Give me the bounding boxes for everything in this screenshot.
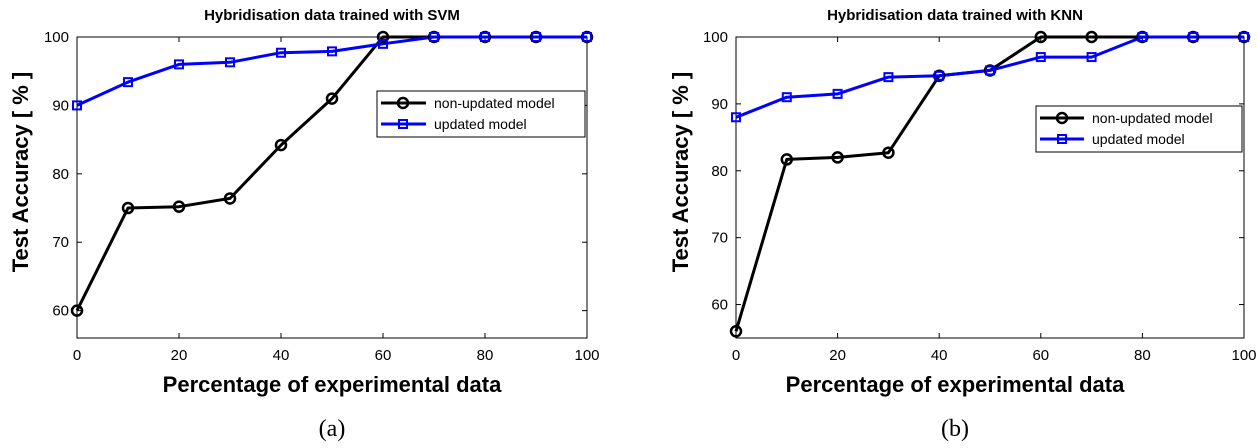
data-point-square (123, 77, 133, 88)
x-tick-label: 20 (829, 347, 846, 364)
chart-title-a: Hybridisation data trained with SVM (204, 7, 460, 24)
y-axis-label-a: Test Accuracy [ % ] (8, 72, 33, 273)
data-point-square (72, 100, 82, 111)
legend-box-b (1035, 105, 1243, 153)
data-point-square (1086, 52, 1097, 63)
y-tick-label: 80 (711, 163, 728, 180)
data-point-square (531, 32, 541, 42)
data-point-square (731, 112, 741, 123)
data-point-square (1239, 32, 1249, 42)
data-point-square (1035, 52, 1046, 63)
legend-box-a (376, 90, 586, 138)
x-tick-label: 20 (171, 347, 188, 364)
x-axis-label-b: Percentage of experimental data (786, 372, 1125, 397)
chart-panel-a: Hybridisation data trained with SVM Test… (8, 7, 600, 442)
series-lines-a (70, 30, 594, 317)
axes-a: 0 20 40 60 80 100 60 70 80 90 100 (44, 29, 600, 364)
x-tick-label: 80 (477, 347, 494, 364)
data-point-circle (223, 192, 237, 205)
x-tick-label: 100 (1231, 347, 1256, 364)
legend-label-updated-a: updated model (434, 116, 527, 132)
data-point-circle (780, 153, 794, 166)
y-tick-label: 80 (52, 166, 69, 183)
data-point-square (832, 88, 843, 99)
series-lines-b (729, 30, 1251, 338)
data-point-square (934, 70, 945, 81)
data-point-square (327, 46, 337, 57)
x-tick-label: 60 (1032, 347, 1049, 364)
data-point-circle (1085, 30, 1098, 44)
data-point-square (883, 72, 894, 83)
series-line-non-updated-model (734, 35, 1244, 332)
series-line-non-updated-model (75, 35, 587, 312)
data-point-circle (376, 30, 390, 44)
y-axis-label-b: Test Accuracy [ % ] (668, 72, 693, 273)
data-point-square (429, 32, 439, 42)
series-line-updated-model (735, 35, 1244, 119)
data-point-circle (882, 146, 895, 159)
chart-panel-b: Hybridisation data trained with KNN Test… (668, 7, 1257, 442)
data-point-circle (121, 201, 135, 215)
panel-caption-a: (a) (319, 416, 346, 442)
legend-label-non-updated-b: non-updated model (1092, 110, 1213, 126)
x-tick-label: 60 (375, 347, 392, 364)
y-tick-label: 60 (52, 303, 69, 320)
x-axis-label-a: Percentage of experimental data (163, 372, 502, 397)
data-point-square (1137, 32, 1148, 42)
y-tick-label: 60 (711, 297, 728, 314)
chart-title-b: Hybridisation data trained with KNN (827, 7, 1083, 24)
plot-area-b (735, 36, 1245, 339)
x-tick-label: 100 (574, 347, 599, 364)
data-point-square (378, 38, 388, 49)
legend-marker-square-b (1057, 134, 1067, 144)
y-tick-label: 70 (52, 234, 69, 251)
data-point-square (781, 92, 792, 103)
legend-label-non-updated-a: non-updated model (434, 95, 555, 111)
x-tick-label: 40 (273, 347, 290, 364)
y-tick-label: 100 (703, 29, 728, 46)
data-point-circle (325, 92, 339, 105)
plot-area-a (76, 36, 588, 339)
legend-b: non-updated model updated model (1035, 105, 1243, 153)
data-point-circle (1034, 30, 1048, 44)
legend-marker-circle-b (1055, 111, 1069, 125)
series-line-updated-model (76, 35, 587, 107)
y-tick-label: 100 (44, 29, 69, 46)
data-point-circle (729, 325, 743, 338)
legend-marker-circle-a (396, 96, 410, 110)
y-tick-label: 90 (52, 97, 69, 114)
y-tick-label: 90 (711, 96, 728, 113)
data-point-square (480, 32, 490, 42)
data-point-circle (831, 151, 844, 164)
y-tick-label: 70 (711, 230, 728, 247)
x-tick-label: 0 (73, 347, 81, 364)
legend-marker-square-a (398, 119, 408, 129)
x-tick-label: 80 (1134, 347, 1151, 364)
x-tick-label: 40 (931, 347, 948, 364)
data-point-circle (172, 200, 186, 213)
data-point-square (225, 57, 235, 68)
data-point-square (582, 32, 592, 42)
data-point-circle (274, 138, 288, 152)
data-point-square (276, 47, 286, 58)
data-point-square (985, 65, 995, 76)
data-point-circle (70, 304, 84, 317)
data-point-square (174, 59, 184, 70)
panel-caption-b: (b) (941, 416, 969, 442)
axes-b: 0 20 40 60 80 100 60 70 80 90 100 (703, 29, 1257, 364)
legend-label-updated-b: updated model (1092, 131, 1185, 147)
legend-a: non-updated model updated model (376, 90, 586, 138)
x-tick-label: 0 (732, 347, 740, 364)
data-point-square (1188, 32, 1199, 42)
